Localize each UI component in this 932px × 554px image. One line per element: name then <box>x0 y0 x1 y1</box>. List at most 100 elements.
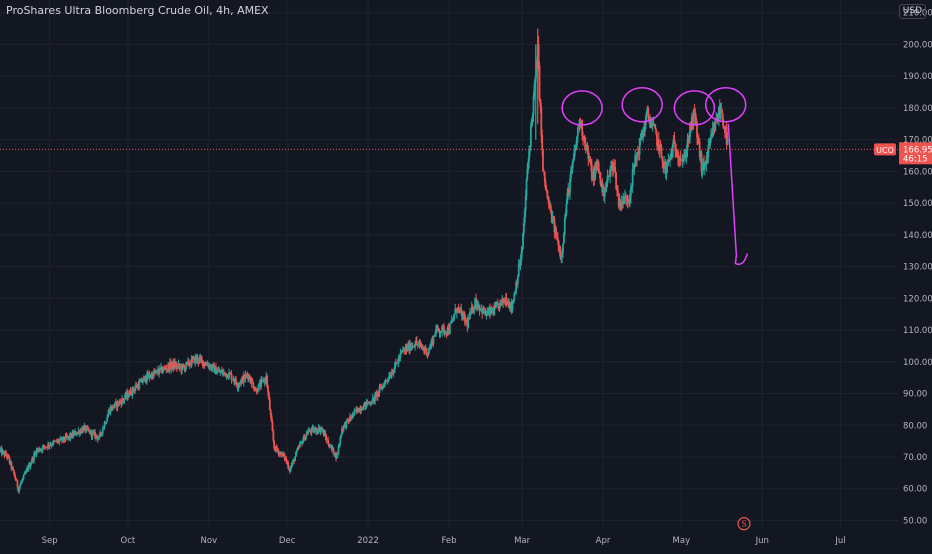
candle-body <box>434 335 437 336</box>
candle-body <box>7 454 10 458</box>
candle-body <box>516 276 519 284</box>
candle-body <box>20 482 22 486</box>
candle-body <box>328 444 330 447</box>
candle-body <box>462 313 464 320</box>
symbol-tag: UCO <box>876 146 894 155</box>
candle-body <box>19 485 21 488</box>
candle-body <box>709 140 711 146</box>
candle-body <box>428 348 430 354</box>
candle-body <box>203 362 206 366</box>
candle-body <box>296 447 299 451</box>
candle-body <box>114 402 116 407</box>
candle-body <box>95 434 98 437</box>
candle-body <box>240 379 243 384</box>
candle-body <box>260 380 263 387</box>
candle-body <box>502 298 505 303</box>
candle-body <box>122 400 125 401</box>
candle-body <box>87 427 89 430</box>
candle-body <box>701 167 704 172</box>
candle-body <box>63 440 66 441</box>
candle-body <box>332 447 335 454</box>
candle-body <box>630 186 633 188</box>
candle-body <box>374 393 376 402</box>
candle-body <box>659 144 662 147</box>
candle-body <box>248 375 251 380</box>
y-tick-label: 110.00 <box>903 326 932 336</box>
candle-body <box>246 374 249 376</box>
candle-body <box>310 427 313 433</box>
candle-body <box>226 373 229 378</box>
candle-body <box>608 175 611 177</box>
candle-body <box>41 446 44 451</box>
candle-body <box>25 470 28 473</box>
candle-body <box>675 151 678 157</box>
candle-body <box>669 155 672 160</box>
candle-body <box>442 326 444 327</box>
candle-body <box>409 342 411 351</box>
candle-body <box>255 389 258 393</box>
candle-body <box>235 378 237 383</box>
candle-body <box>427 353 430 355</box>
x-tick-label: May <box>673 536 691 546</box>
candle-body <box>198 358 201 363</box>
candle-body <box>18 487 21 492</box>
candle-body <box>508 301 510 307</box>
candle-body <box>511 303 514 310</box>
candle-body <box>54 441 56 443</box>
candle-body <box>556 237 559 241</box>
candle-body <box>526 169 529 180</box>
candle-body <box>82 426 85 432</box>
candle-body <box>696 122 698 138</box>
candle-body <box>221 370 223 374</box>
candle-body <box>290 465 293 468</box>
candle-body <box>452 318 455 320</box>
candle-body <box>235 382 238 386</box>
candle-body <box>522 223 525 234</box>
candle-body <box>285 458 288 462</box>
y-tick-label: 120.00 <box>903 294 932 304</box>
candle-body <box>254 390 256 391</box>
candle-body <box>166 368 169 370</box>
candle-body <box>277 450 280 455</box>
candle-body <box>351 413 354 418</box>
y-tick-label: 180.00 <box>903 104 932 114</box>
chart-title: ProShares Ultra Bloomberg Crude Oil, 4h,… <box>6 4 269 17</box>
candle-body <box>645 111 648 116</box>
candle-body <box>178 363 181 367</box>
candle-body <box>21 478 24 481</box>
candle-body <box>543 171 546 182</box>
candle-body <box>490 307 493 312</box>
candle-body <box>315 428 317 433</box>
candle-body <box>533 84 536 97</box>
candle-body <box>538 65 541 100</box>
candle-body <box>390 372 393 376</box>
currency-button[interactable]: USD <box>898 4 926 19</box>
candle-body <box>545 189 548 191</box>
candle-body <box>145 381 148 383</box>
candle-body <box>542 149 544 172</box>
candle-body <box>551 217 554 223</box>
candle-body <box>149 377 152 378</box>
candle-body <box>386 380 389 382</box>
candle-body <box>703 161 706 169</box>
candle-body <box>106 417 109 422</box>
candle-body <box>29 464 32 468</box>
candle-body <box>128 395 130 398</box>
candle-body <box>13 470 15 475</box>
split-marker-icon <box>737 517 751 531</box>
candle-body <box>435 329 437 336</box>
candle-body <box>376 391 379 398</box>
candle-body <box>574 148 577 151</box>
candle-body <box>276 449 279 451</box>
candle-body <box>267 386 269 393</box>
candle-body <box>688 137 691 140</box>
candle-body <box>134 387 137 391</box>
candle-body <box>270 415 273 423</box>
candle-body <box>8 457 11 464</box>
candle-body <box>468 318 470 320</box>
candle-body <box>520 251 523 261</box>
candle-body <box>74 431 77 435</box>
candle-body <box>654 124 657 130</box>
